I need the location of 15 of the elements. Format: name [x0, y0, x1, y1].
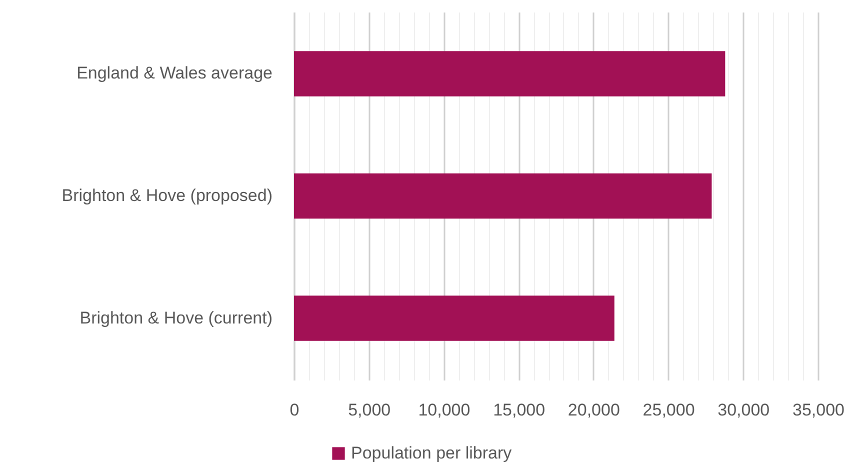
y-tick-label: England & Wales average: [76, 64, 272, 83]
x-tick-label: 35,000: [792, 400, 844, 420]
x-tick-label: 5,000: [348, 400, 391, 420]
bar: [294, 173, 712, 219]
legend-label: Population per library: [351, 444, 512, 462]
y-tick-label: Brighton & Hove (proposed): [62, 186, 272, 205]
bar: [294, 296, 614, 341]
x-tick-label: 20,000: [568, 400, 620, 420]
x-tick-label: 30,000: [718, 400, 770, 420]
x-tick-label: 10,000: [418, 400, 470, 420]
x-tick-label: 15,000: [493, 400, 546, 420]
x-tick-label: 25,000: [642, 400, 695, 420]
x-tick-label: 0: [290, 400, 300, 420]
y-tick-label: Brighton & Hove (current): [80, 308, 272, 328]
bar: [294, 51, 726, 96]
